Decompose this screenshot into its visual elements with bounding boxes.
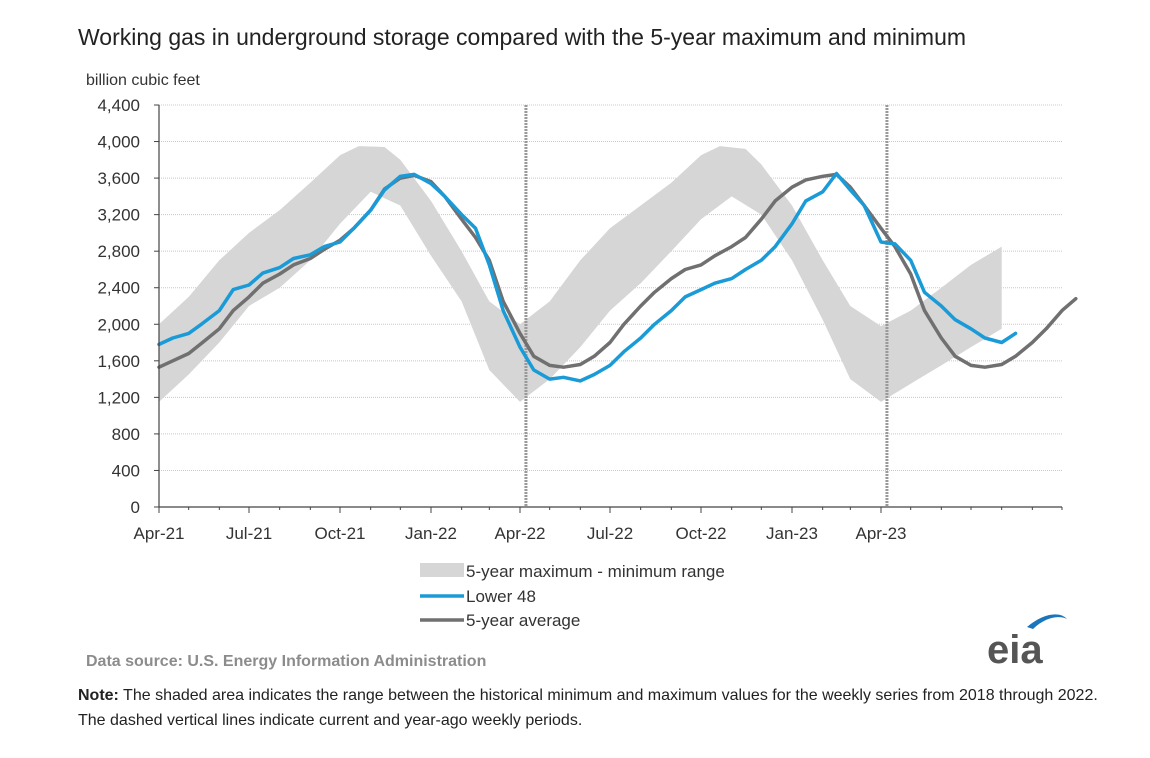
vline-layer [524,105,889,507]
note: Note: The shaded area indicates the rang… [78,683,1118,733]
x-tick-label: Oct-21 [314,524,365,543]
data-source: Data source: U.S. Energy Information Adm… [86,653,487,670]
y-tick-label: 4,000 [97,133,140,152]
y-tick-label: 4,400 [97,96,140,115]
y-tick-label: 0 [131,498,140,517]
x-tick-label: Oct-22 [675,524,726,543]
chart-title: Working gas in underground storage compa… [78,24,967,50]
series-line-5-year-average [157,172,1078,369]
legend-label-range: 5-year maximum - minimum range [466,562,725,581]
y-tick-label: 1,200 [97,388,140,407]
y-tick-label: 2,400 [97,279,140,298]
x-tick-label: Jul-22 [587,524,633,543]
y-tick-label: 2,800 [97,242,140,261]
y-axis-label: billion cubic feet [86,72,200,89]
x-tick-label: Jul-21 [226,524,272,543]
note-text: The shaded area indicates the range betw… [78,687,1098,729]
series-layer [157,171,1078,383]
y-tick-label: 1,600 [97,352,140,371]
eia-logo-text: eia [987,628,1043,670]
x-tick-label: Apr-21 [133,524,184,543]
y-tick-label: 3,600 [97,169,140,188]
eia-logo: eia [987,614,1067,670]
x-tick-label: Jan-23 [766,524,818,543]
legend-label-lower-48: Lower 48 [466,587,536,606]
y-tick-label: 3,200 [97,206,140,225]
axes: billion cubic feet 0 400 800 1,200 1,600 2,000… [86,72,1063,543]
range-layer [159,146,1002,402]
eia-logo-swoosh [1027,614,1067,629]
y-tick-label: 2,000 [97,315,140,334]
legend-label-5-year-average: 5-year average [466,611,580,630]
legend: 5-year maximum - minimum range Lower 48 5-… [420,562,725,630]
y-tick-label: 800 [112,425,140,444]
range-band [159,146,1002,402]
legend-swatch-range [420,563,464,577]
series-line-lower-48 [157,171,1018,383]
x-tick-label: Jan-22 [405,524,457,543]
note-label: Note: [78,687,119,704]
x-tick-label: Apr-23 [855,524,906,543]
y-tick-label: 400 [112,461,140,480]
x-tick-label: Apr-22 [494,524,545,543]
